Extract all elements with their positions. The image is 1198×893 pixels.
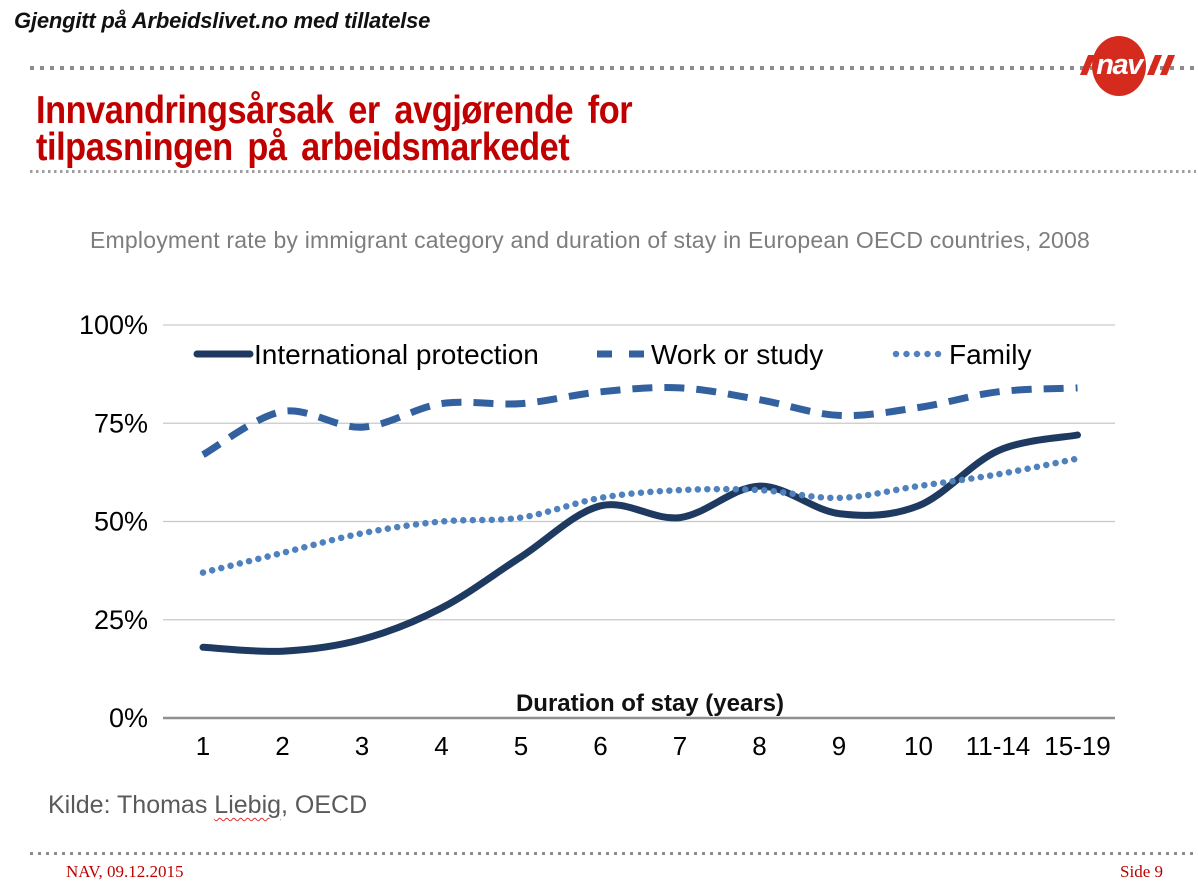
nav-logo-circle-icon: nav (1092, 36, 1146, 96)
nav-logo-text: nav (1096, 49, 1143, 81)
x-tick-label-9: 9 (832, 731, 846, 761)
title-dotted-divider (30, 170, 1196, 173)
footer-dotted-divider (30, 852, 1196, 855)
slide-title: Innvandringsårsak er avgjørende for tilpa… (36, 89, 633, 170)
x-tick-label-10: 10 (904, 731, 933, 761)
series-line-family (199, 455, 1081, 576)
slide-title-line2: tilpasningen på arbeidsmarkedet (36, 126, 570, 170)
x-tick-label-1: 1 (196, 731, 210, 761)
y-tick-label-75: 75% (94, 408, 148, 438)
series-line-international-protection (199, 431, 1081, 655)
top-dotted-divider (30, 66, 1196, 70)
source-spellcheck-word: Liebig (214, 791, 282, 819)
x-tick-label-3: 3 (355, 731, 369, 761)
reprint-credit: Gjengitt på Arbeidslivet.no med tillatel… (14, 8, 431, 33)
slide-title-line1: Innvandringsårsak er avgjørende for (36, 89, 633, 132)
source-prefix: Kilde: Thomas (48, 791, 215, 819)
series-line-work-or-study (201, 384, 1078, 458)
y-tick-label-50: 50% (94, 507, 148, 537)
x-tick-label-8: 8 (752, 731, 766, 761)
employment-rate-chart: 0% 25% 50% 75% 100% 1 2 3 4 5 6 7 8 9 10 11-14 15-19 Dura… (79, 310, 1115, 761)
y-tick-label-100: 100% (79, 310, 148, 340)
x-tick-label-6: 6 (593, 731, 607, 761)
nav-logo-right-slash2-icon (1159, 55, 1176, 75)
footer-page-number: Side 9 (1120, 862, 1163, 881)
nav-logo: nav (1070, 30, 1180, 100)
nav-logo-right-slash-icon (1146, 55, 1163, 75)
legend-label-family: Family (949, 339, 1031, 370)
legend-label-work-or-study: Work or study (651, 339, 823, 370)
x-tick-label-4: 4 (434, 731, 448, 761)
x-tick-label-15-19: 15-19 (1044, 731, 1111, 761)
source-suffix: , OECD (281, 791, 368, 819)
x-tick-label-7: 7 (673, 731, 687, 761)
y-tick-label-25: 25% (94, 605, 148, 635)
x-tick-label-5: 5 (514, 731, 528, 761)
legend-label-international-protection: International protection (254, 339, 539, 370)
source-citation: Kilde: Thomas Liebig, OECD (48, 791, 367, 820)
footer-date: NAV, 09.12.2015 (66, 862, 184, 881)
y-tick-label-0: 0% (109, 703, 148, 733)
x-axis-title: Duration of stay (years) (516, 690, 784, 717)
x-tick-label-2: 2 (275, 731, 289, 761)
chart-title: Employment rate by immigrant category an… (90, 227, 1091, 253)
x-tick-label-11-14: 11-14 (966, 731, 1031, 761)
